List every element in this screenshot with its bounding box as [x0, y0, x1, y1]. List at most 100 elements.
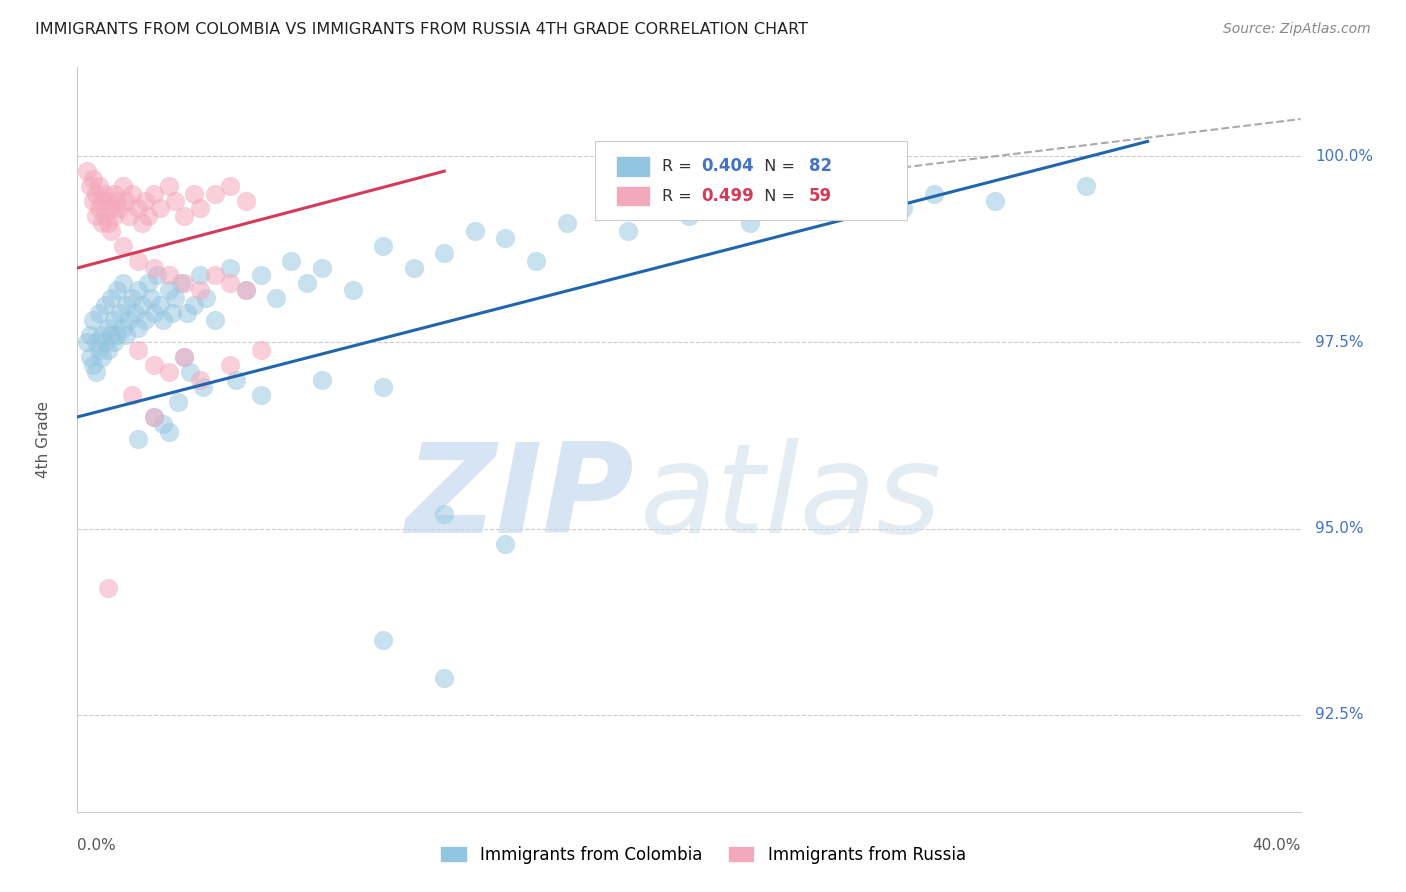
Point [524, 253, 547, 268]
Point [79, 179, 101, 194]
Point [146, 268, 169, 283]
Text: 100.0%: 100.0% [1315, 149, 1374, 164]
Point [188, 373, 211, 387]
Point [97, 216, 120, 230]
Point [108, 202, 131, 216]
Text: R =: R = [662, 159, 697, 174]
Point [136, 276, 159, 290]
Point [219, 260, 242, 275]
Text: N =: N = [754, 159, 800, 174]
Text: 4th Grade: 4th Grade [35, 401, 51, 478]
Point [173, 351, 195, 365]
Point [152, 417, 174, 432]
Point [235, 194, 257, 208]
Point [79, 328, 101, 343]
Point [371, 238, 394, 252]
Point [90, 328, 112, 343]
Point [188, 284, 211, 298]
Point [142, 260, 165, 275]
Point [191, 380, 214, 394]
Point [922, 186, 945, 201]
Point [225, 373, 247, 387]
Point [250, 268, 273, 283]
Point [97, 194, 120, 208]
Point [157, 284, 180, 298]
Text: 0.499: 0.499 [702, 187, 754, 205]
Point [176, 306, 198, 320]
Point [142, 306, 165, 320]
Text: 59: 59 [808, 187, 832, 205]
Text: N =: N = [754, 188, 800, 203]
Text: 97.5%: 97.5% [1315, 335, 1364, 350]
Point [84, 335, 107, 350]
Point [371, 380, 394, 394]
Point [678, 209, 700, 223]
Point [170, 276, 193, 290]
Point [105, 194, 128, 208]
Point [264, 291, 287, 305]
Point [134, 194, 156, 208]
Point [173, 276, 195, 290]
Point [90, 216, 112, 230]
Point [97, 343, 120, 357]
Point [183, 298, 205, 312]
Point [94, 209, 117, 223]
Point [112, 320, 135, 334]
Point [127, 202, 149, 216]
Text: R =: R = [662, 188, 697, 203]
Point [984, 194, 1007, 208]
Point [127, 284, 149, 298]
Point [142, 409, 165, 424]
Text: 40.0%: 40.0% [1253, 838, 1301, 853]
Point [127, 343, 149, 357]
Point [87, 202, 110, 216]
Point [103, 335, 125, 350]
Point [136, 209, 159, 223]
Bar [616, 156, 650, 177]
Text: 95.0%: 95.0% [1315, 521, 1364, 536]
Point [204, 313, 226, 327]
Point [165, 194, 187, 208]
Point [124, 306, 146, 320]
Point [219, 358, 242, 372]
Point [94, 335, 117, 350]
Point [433, 671, 456, 685]
Point [121, 387, 143, 401]
Point [495, 231, 517, 245]
Point [173, 209, 195, 223]
Point [402, 260, 425, 275]
Point [495, 536, 517, 550]
Point [103, 186, 125, 201]
Point [87, 306, 110, 320]
Text: 0.404: 0.404 [702, 157, 754, 176]
Point [100, 328, 122, 343]
Point [115, 298, 138, 312]
Point [82, 313, 104, 327]
Text: 0.0%: 0.0% [77, 838, 117, 853]
Point [157, 268, 180, 283]
Point [94, 186, 117, 201]
Point [105, 284, 128, 298]
Point [112, 238, 135, 252]
Legend: Immigrants from Colombia, Immigrants from Russia: Immigrants from Colombia, Immigrants fro… [433, 839, 973, 871]
Point [152, 313, 174, 327]
Point [165, 291, 187, 305]
Point [103, 209, 125, 223]
Point [90, 194, 112, 208]
Point [134, 313, 156, 327]
Bar [616, 186, 650, 206]
Point [115, 328, 138, 343]
Point [84, 209, 107, 223]
Point [194, 291, 217, 305]
Point [82, 194, 104, 208]
Point [108, 306, 131, 320]
Point [87, 343, 110, 357]
Point [112, 179, 135, 194]
Point [97, 582, 120, 596]
Point [118, 209, 141, 223]
Point [121, 291, 143, 305]
Point [139, 291, 162, 305]
Text: ZIP: ZIP [405, 438, 634, 559]
Point [131, 216, 153, 230]
Point [142, 186, 165, 201]
